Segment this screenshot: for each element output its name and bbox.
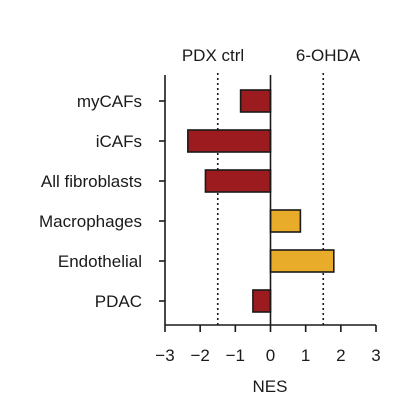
x-tick-label-1: −2 bbox=[190, 346, 209, 365]
category-label-0: myCAFs bbox=[77, 92, 142, 111]
category-label-4: Endothelial bbox=[58, 252, 142, 271]
reference-lines bbox=[216, 73, 325, 325]
bar-macrophages bbox=[269, 209, 302, 233]
annotation-1: 6-OHDA bbox=[296, 46, 361, 65]
bar-mycafs bbox=[239, 89, 272, 113]
x-tick-label-3: 0 bbox=[266, 346, 275, 365]
category-label-5: PDAC bbox=[95, 292, 142, 311]
category-label-1: iCAFs bbox=[96, 132, 142, 151]
axes bbox=[159, 75, 377, 332]
x-tick-label-4: 1 bbox=[301, 346, 310, 365]
bar-icafs bbox=[187, 129, 272, 153]
x-tick-label-2: −1 bbox=[226, 346, 245, 365]
x-axis-label: NES bbox=[253, 377, 288, 396]
annotation-0: PDX ctrl bbox=[182, 46, 244, 65]
x-tick-label-5: 2 bbox=[336, 346, 345, 365]
bar-pdac bbox=[252, 289, 272, 313]
x-tick-labels: −3 −2 −1 0 1 2 3 bbox=[155, 346, 380, 365]
x-tick-label-6: 3 bbox=[371, 346, 380, 365]
bars bbox=[187, 89, 335, 313]
category-label-3: Macrophages bbox=[39, 212, 142, 231]
category-label-2: All fibroblasts bbox=[41, 172, 142, 191]
annotations: PDX ctrl 6-OHDA bbox=[182, 46, 361, 65]
x-tick-label-0: −3 bbox=[155, 346, 174, 365]
bar-all-fibroblasts bbox=[204, 169, 272, 193]
category-labels: myCAFs iCAFs All fibroblasts Macrophages End… bbox=[39, 92, 142, 311]
bar-endothelial bbox=[269, 249, 335, 273]
